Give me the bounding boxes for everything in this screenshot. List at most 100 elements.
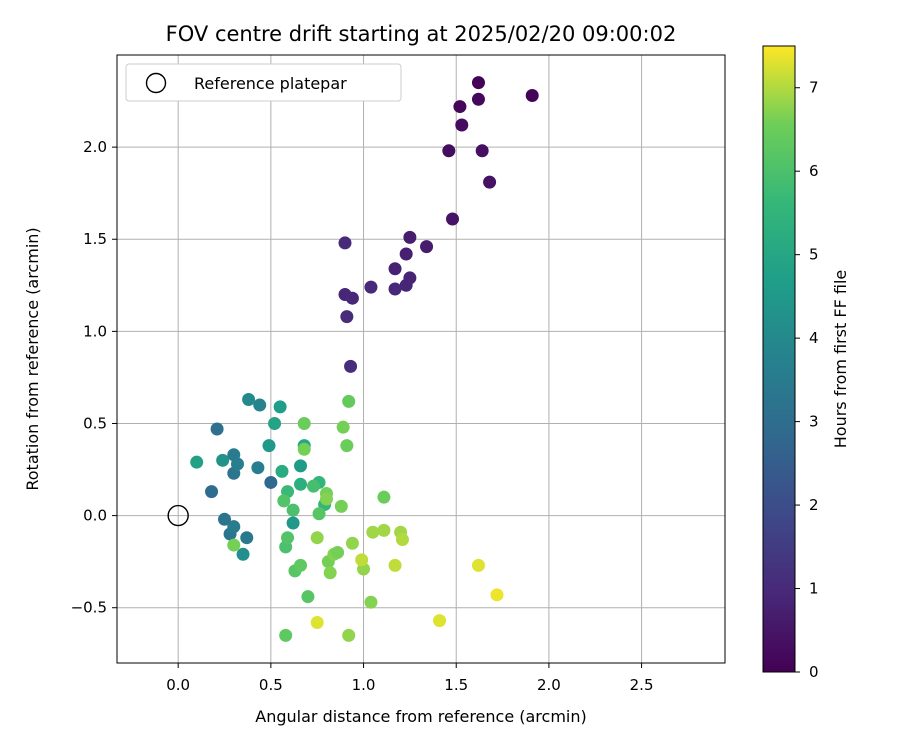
legend: Reference platepar bbox=[125, 63, 402, 102]
data-point bbox=[310, 615, 324, 629]
colorbar-tick-label: 4 bbox=[809, 329, 819, 347]
y-tick-label: 1.5 bbox=[83, 230, 107, 248]
colorbar-tick-label: 2 bbox=[809, 496, 819, 514]
data-point bbox=[227, 520, 241, 534]
data-point bbox=[364, 595, 378, 609]
data-point bbox=[323, 566, 337, 580]
data-point bbox=[336, 420, 350, 434]
data-point bbox=[338, 236, 352, 250]
x-tick-label: 1.5 bbox=[444, 676, 468, 694]
data-point bbox=[471, 558, 485, 572]
data-point bbox=[433, 614, 447, 628]
data-point bbox=[294, 477, 308, 491]
grid-lines bbox=[117, 55, 725, 663]
colorbar-tick-label: 5 bbox=[809, 246, 819, 264]
data-point bbox=[345, 536, 359, 550]
data-point bbox=[268, 416, 282, 430]
colorbar-gradient bbox=[762, 45, 796, 673]
data-point bbox=[286, 503, 300, 517]
data-point bbox=[345, 291, 359, 305]
data-point bbox=[279, 628, 293, 642]
data-point bbox=[236, 547, 250, 561]
data-point bbox=[340, 310, 354, 324]
data-point bbox=[420, 240, 434, 254]
x-axis-label: Angular distance from reference (arcmin) bbox=[255, 707, 586, 726]
y-tick-label: 0.0 bbox=[83, 507, 107, 525]
data-point bbox=[218, 512, 232, 526]
data-point bbox=[216, 453, 230, 467]
colorbar-label: Hours from first FF file bbox=[831, 270, 850, 449]
data-point bbox=[286, 516, 300, 530]
data-point bbox=[281, 531, 295, 545]
legend-marker-reference bbox=[145, 72, 167, 94]
data-point bbox=[366, 525, 380, 539]
x-tick-label: 1.0 bbox=[352, 676, 376, 694]
x-tick-label: 2.5 bbox=[630, 676, 654, 694]
data-point bbox=[306, 479, 320, 493]
data-point bbox=[240, 531, 254, 545]
colorbar-tick-label: 0 bbox=[809, 663, 819, 681]
plot-frame bbox=[116, 54, 726, 664]
colorbar-tick-label: 3 bbox=[809, 413, 819, 431]
data-point bbox=[331, 545, 345, 559]
data-point bbox=[262, 439, 276, 453]
data-point bbox=[388, 262, 402, 276]
data-point bbox=[312, 507, 326, 521]
x-tick-label: 2.0 bbox=[537, 676, 561, 694]
data-point bbox=[340, 439, 354, 453]
data-point bbox=[294, 459, 308, 473]
colorbar-ticks: 0 1 2 3 4 5 6 7 bbox=[795, 79, 819, 681]
data-point bbox=[301, 590, 315, 604]
data-point bbox=[442, 144, 456, 158]
data-point bbox=[403, 230, 417, 244]
data-point bbox=[334, 499, 348, 513]
data-point bbox=[455, 118, 469, 132]
y-axis-label: Rotation from reference (arcmin) bbox=[23, 227, 42, 490]
data-point bbox=[388, 558, 402, 572]
data-point bbox=[453, 100, 467, 114]
colorbar-tick-label: 7 bbox=[809, 79, 819, 97]
chart-title: FOV centre drift starting at 2025/02/20 … bbox=[166, 22, 677, 46]
data-point bbox=[342, 394, 356, 408]
data-point bbox=[399, 247, 413, 261]
data-point bbox=[475, 144, 489, 158]
data-point bbox=[525, 89, 539, 103]
colorbar-tick-label: 6 bbox=[809, 162, 819, 180]
data-point bbox=[395, 533, 409, 547]
data-point bbox=[483, 175, 497, 189]
x-tick-label: 0.0 bbox=[166, 676, 190, 694]
data-point bbox=[377, 523, 391, 537]
y-tick-label: −0.5 bbox=[71, 599, 107, 617]
data-points bbox=[190, 76, 539, 642]
data-point bbox=[205, 485, 219, 499]
y-tick-label: 2.0 bbox=[83, 138, 107, 156]
data-point bbox=[388, 282, 402, 296]
data-point bbox=[273, 400, 287, 414]
data-point bbox=[297, 442, 311, 456]
data-point bbox=[253, 398, 267, 412]
data-point bbox=[471, 92, 485, 106]
data-point bbox=[230, 457, 244, 471]
data-point bbox=[446, 212, 460, 226]
data-point bbox=[399, 278, 413, 292]
data-point bbox=[210, 422, 224, 436]
colorbar: 0 1 2 3 4 5 6 7 Hours from first FF file bbox=[762, 45, 850, 681]
data-point bbox=[471, 76, 485, 90]
y-axis-ticks: −0.5 0.0 0.5 1.0 1.5 2.0 bbox=[71, 138, 117, 617]
data-point bbox=[355, 553, 369, 567]
data-point bbox=[297, 416, 311, 430]
data-point bbox=[242, 393, 256, 407]
data-point bbox=[294, 558, 308, 572]
legend-box bbox=[125, 63, 402, 102]
data-point bbox=[190, 455, 204, 469]
reference-platepar-marker bbox=[167, 504, 189, 527]
x-tick-label: 0.5 bbox=[259, 676, 283, 694]
data-point bbox=[275, 464, 289, 478]
data-point bbox=[364, 280, 378, 294]
data-point bbox=[342, 628, 356, 642]
data-point bbox=[490, 588, 504, 602]
data-point bbox=[251, 461, 265, 475]
data-point bbox=[310, 531, 324, 545]
legend-entry-reference: Reference platepar bbox=[194, 74, 347, 93]
